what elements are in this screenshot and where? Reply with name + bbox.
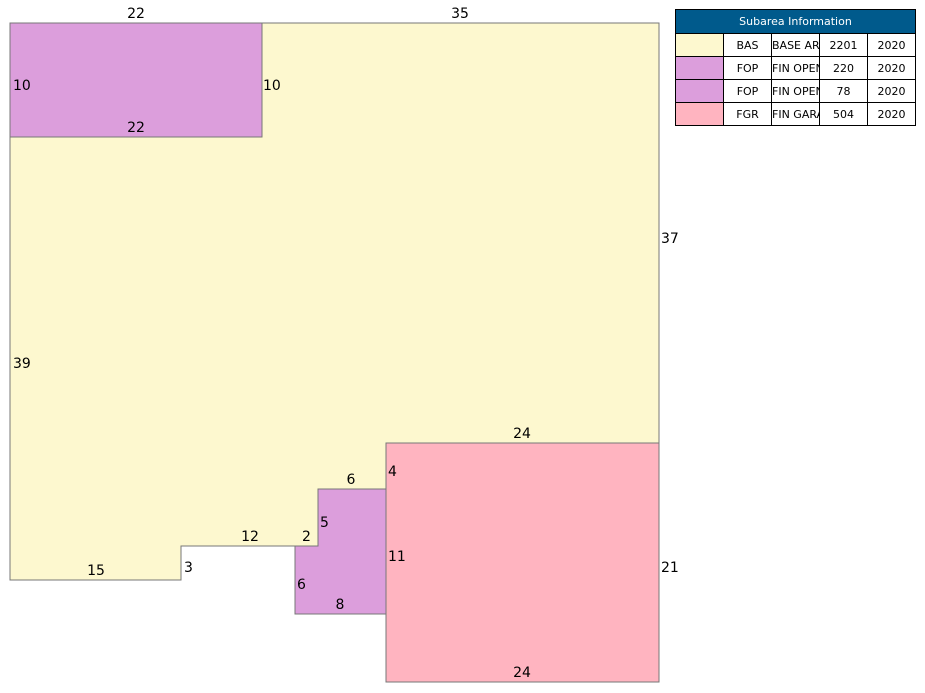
dim-base-left: 39	[13, 356, 31, 372]
legend-swatch	[675, 56, 724, 80]
open-porch-shape-large	[9, 22, 263, 138]
dim-small-porch-top: 6	[347, 472, 356, 488]
legend-year: 2020	[867, 102, 916, 126]
dim-small-porch-left: 6	[297, 577, 306, 593]
legend-swatch	[675, 33, 724, 57]
dim-porch-top: 22	[127, 6, 145, 22]
dim-garage-top: 24	[513, 426, 531, 442]
legend-code: FGR	[723, 102, 772, 126]
legend-code: FOP	[723, 79, 772, 103]
legend-swatch	[675, 79, 724, 103]
dim-garage-left-top: 4	[388, 464, 397, 480]
legend-row: BAS BASE AREA 2201 2020	[675, 33, 916, 57]
legend-area: 78	[819, 79, 868, 103]
garage-shape	[385, 442, 660, 683]
subarea-legend: Subarea Information BAS BASE AREA 2201 2…	[675, 9, 916, 126]
dim-base-step: 3	[184, 560, 193, 576]
legend-year: 2020	[867, 33, 916, 57]
dim-base-notch-height: 2	[302, 529, 311, 545]
dim-base-bottom: 15	[87, 563, 105, 579]
dim-base-top: 35	[451, 6, 469, 22]
dim-base-right: 37	[661, 231, 679, 247]
dim-base-notch: 12	[241, 529, 259, 545]
legend-row: FOP FIN OPEN PORCH 78 2020	[675, 79, 916, 103]
dim-small-porch-bottom: 8	[336, 597, 345, 613]
legend-area: 2201	[819, 33, 868, 57]
legend-description: FIN GARAGE	[771, 102, 820, 126]
legend-swatch	[675, 102, 724, 126]
dim-porch-right: 10	[263, 78, 281, 94]
legend-row: FGR FIN GARAGE 504 2020	[675, 102, 916, 126]
legend-description: BASE AREA	[771, 33, 820, 57]
legend-area: 504	[819, 102, 868, 126]
legend-code: FOP	[723, 56, 772, 80]
legend-description: FIN OPEN PORCH	[771, 56, 820, 80]
dim-garage-left: 11	[388, 549, 406, 565]
legend-description: FIN OPEN PORCH	[771, 79, 820, 103]
dim-garage-bottom: 24	[513, 665, 531, 681]
legend-code: BAS	[723, 33, 772, 57]
dim-porch-left: 10	[13, 78, 31, 94]
legend-year: 2020	[867, 56, 916, 80]
dim-porch-bottom: 22	[127, 120, 145, 136]
dim-small-porch-right: 5	[320, 515, 329, 531]
legend-row: FOP FIN OPEN PORCH 220 2020	[675, 56, 916, 80]
legend-year: 2020	[867, 79, 916, 103]
legend-title: Subarea Information	[675, 9, 916, 34]
dim-garage-right: 21	[661, 560, 679, 576]
legend-area: 220	[819, 56, 868, 80]
